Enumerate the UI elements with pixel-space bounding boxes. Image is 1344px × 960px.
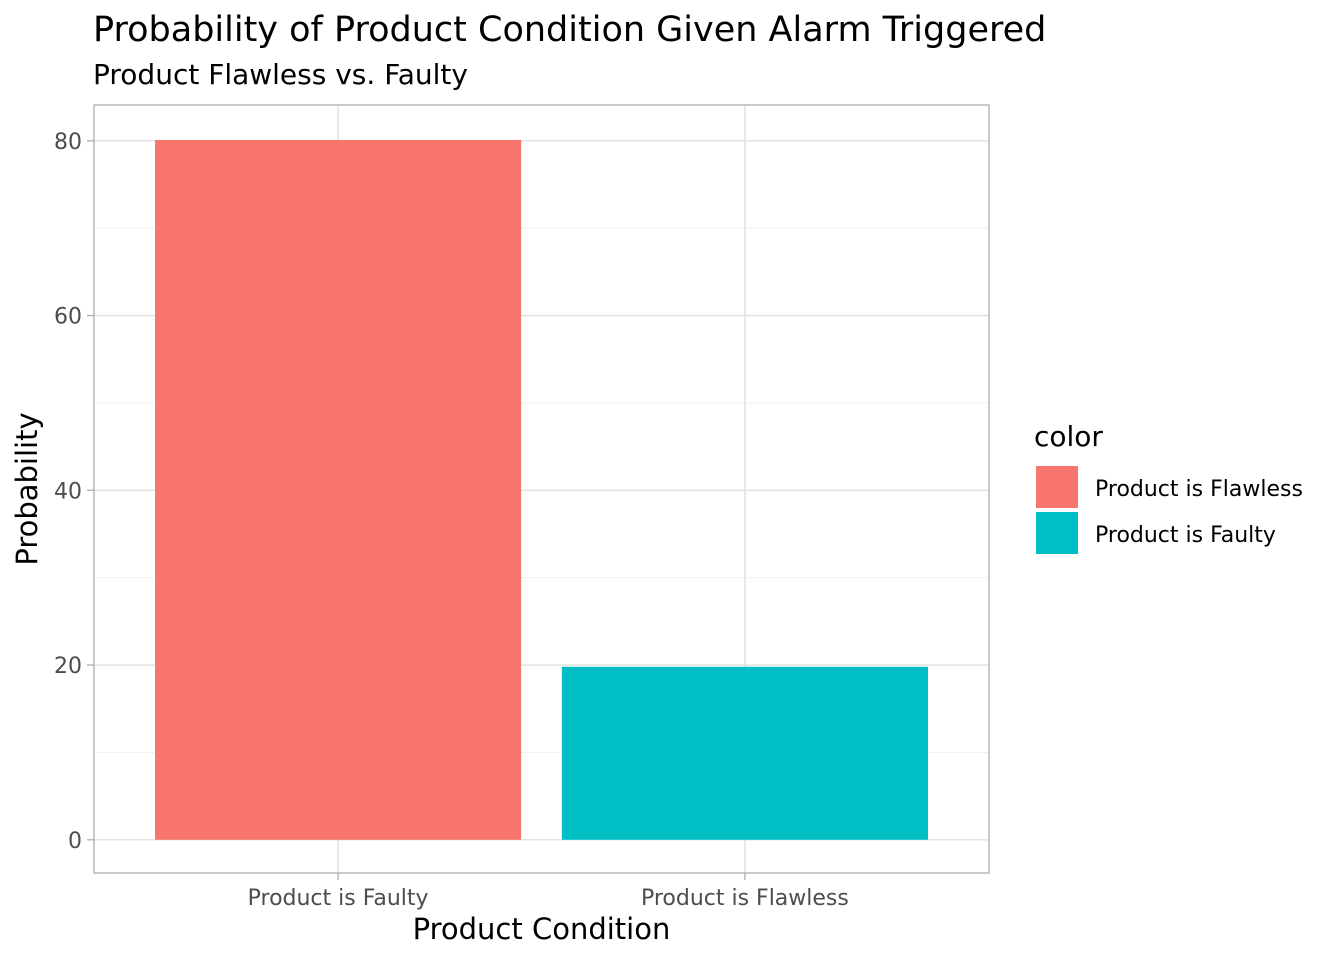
legend-swatch (1036, 512, 1078, 554)
legend-swatch (1036, 466, 1078, 508)
axes: 0 20 40 60 80 Product is Faulty Product is Fla… (54, 130, 849, 911)
bar (561, 666, 928, 840)
bar (155, 139, 522, 840)
y-tick-label: 40 (54, 479, 82, 504)
chart-title: Probability of Product Condition Given A… (93, 10, 1046, 50)
y-tick-label: 0 (68, 829, 82, 854)
y-tick-label: 60 (54, 305, 82, 330)
y-tick-label: 20 (54, 654, 82, 679)
legend-label: Product is Flawless (1095, 477, 1303, 502)
bars (155, 139, 928, 840)
legend-entries: Product is Flawless Product is Faulty (1036, 466, 1303, 554)
legend-label: Product is Faulty (1095, 523, 1276, 548)
panel-border (93, 104, 990, 874)
x-tick-label: Product is Flawless (641, 886, 849, 911)
y-tick-label: 80 (54, 130, 82, 155)
x-tick-label: Product is Faulty (248, 886, 429, 911)
y-axis-title: Probability (10, 412, 44, 565)
x-axis-title: Product Condition (413, 912, 671, 946)
chart-subtitle: Product Flawless vs. Faulty (93, 58, 468, 91)
legend-title: color (1034, 420, 1103, 453)
legend: color Product is Flawless Product is Faul… (1034, 420, 1303, 554)
